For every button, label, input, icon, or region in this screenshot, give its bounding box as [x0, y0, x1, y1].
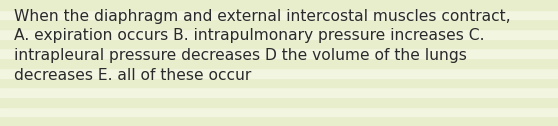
Bar [0, 68, 558, 77]
Bar [0, 29, 558, 39]
Bar [0, 107, 558, 116]
Bar [0, 116, 558, 126]
Bar [0, 58, 558, 68]
Bar [0, 19, 558, 29]
Bar [0, 10, 558, 19]
Bar [0, 49, 558, 58]
Bar [0, 97, 558, 107]
Bar [0, 0, 558, 10]
Bar [0, 39, 558, 49]
Bar [0, 77, 558, 87]
Text: When the diaphragm and external intercostal muscles contract,
A. expiration occu: When the diaphragm and external intercos… [14, 9, 511, 83]
Bar [0, 87, 558, 97]
